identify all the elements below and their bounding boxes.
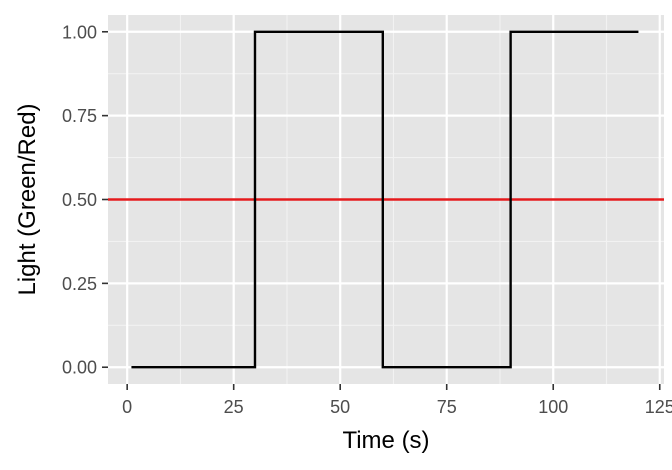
series-group <box>131 30 639 369</box>
x-tick-label: 100 <box>538 397 568 417</box>
series-line <box>131 30 639 369</box>
y-tick-label: 0.75 <box>62 106 97 126</box>
x-axis: 0 25 50 75 100 125 <box>122 384 672 417</box>
x-tick-label: 75 <box>437 397 457 417</box>
x-tick-label: 25 <box>224 397 244 417</box>
x-tick-label: 50 <box>330 397 350 417</box>
y-tick-label: 1.00 <box>62 22 97 42</box>
x-tick-label: 0 <box>122 397 132 417</box>
y-axis: 0.00 0.25 0.50 0.75 1.00 <box>62 22 108 378</box>
y-tick-label: 0.25 <box>62 274 97 294</box>
x-axis-title: Time (s) <box>342 427 429 454</box>
x-tick-label: 125 <box>645 397 672 417</box>
y-axis-title: Light (Green/Red) <box>14 103 41 295</box>
y-tick-label: 0.50 <box>62 190 97 210</box>
y-tick-label: 0.00 <box>62 358 97 378</box>
